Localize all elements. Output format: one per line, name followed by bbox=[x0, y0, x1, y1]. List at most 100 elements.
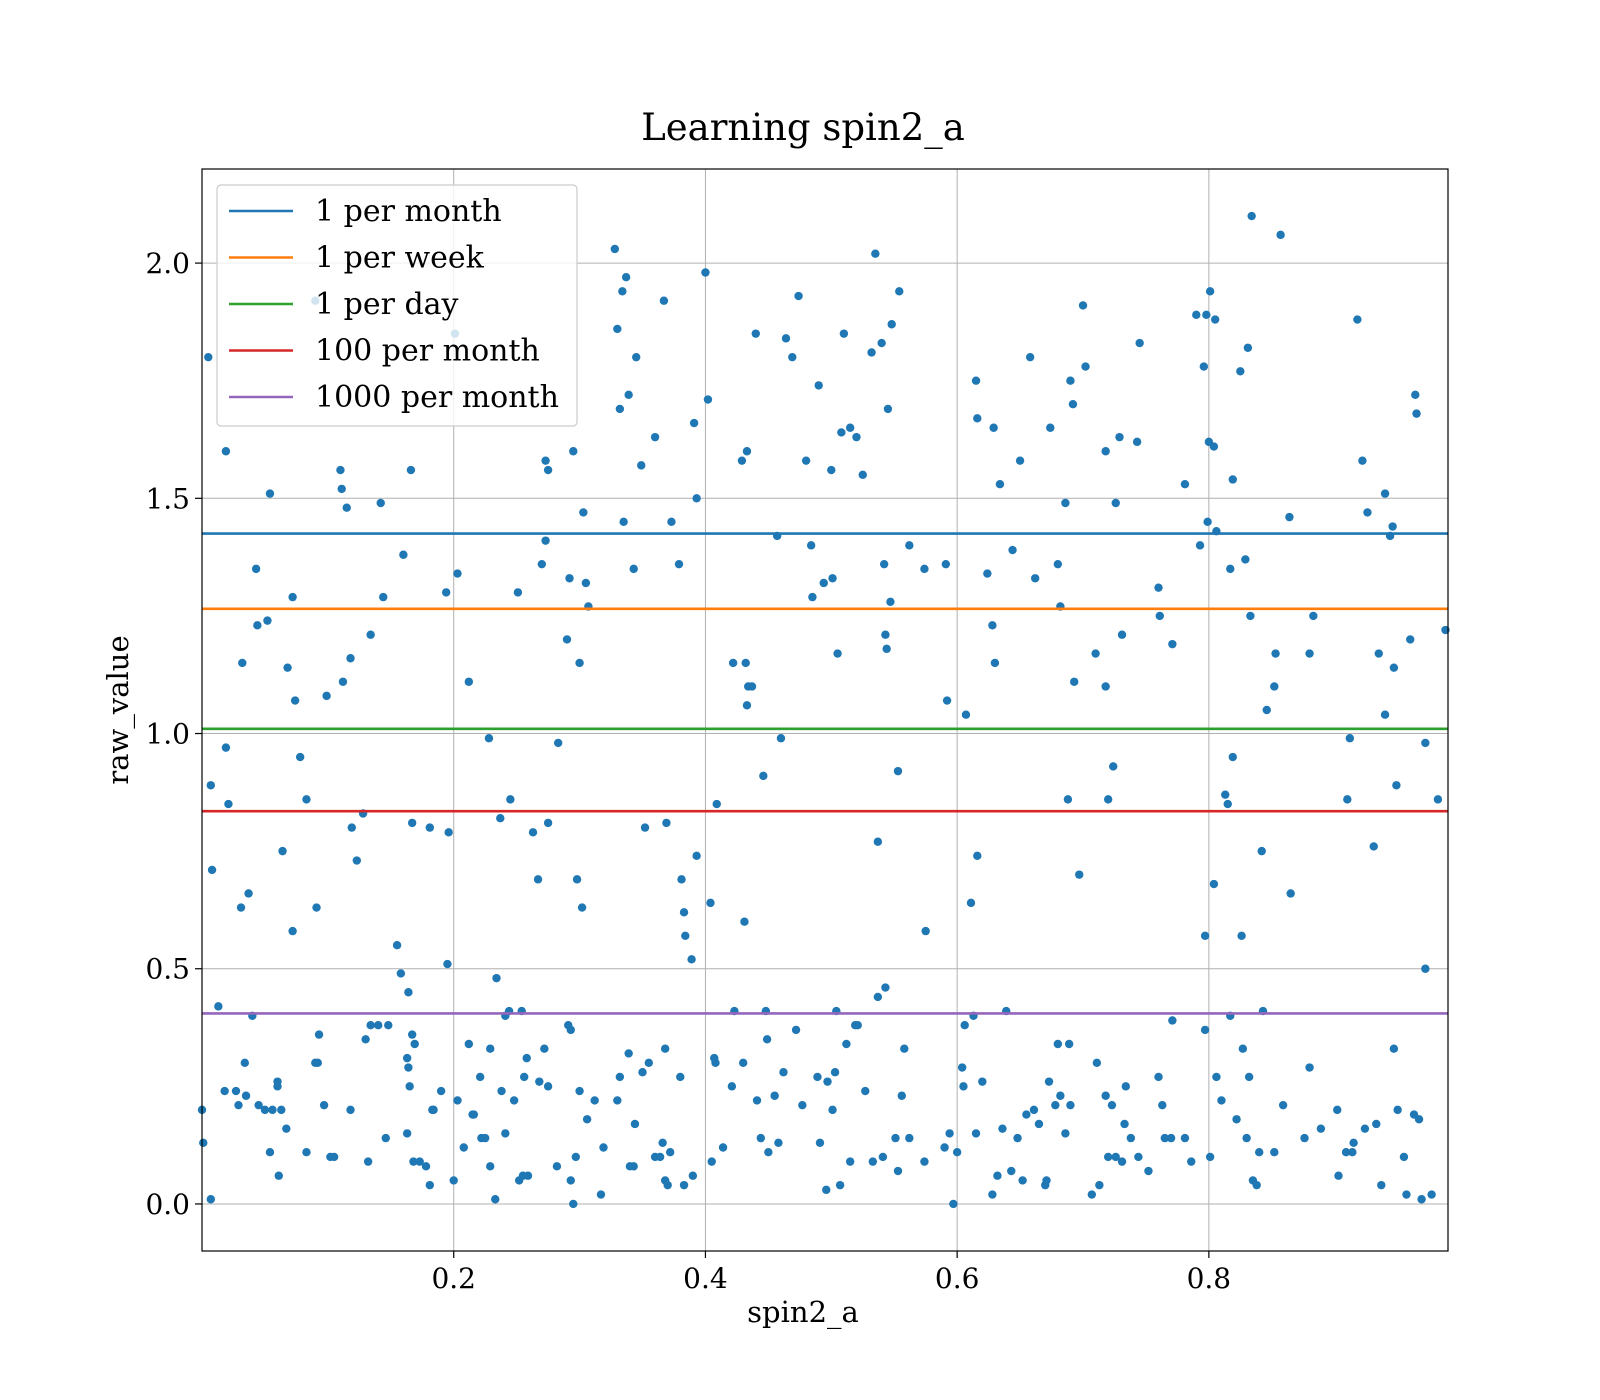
scatter-point bbox=[1427, 1190, 1436, 1199]
scatter-point bbox=[781, 334, 791, 343]
scatter-point bbox=[659, 296, 669, 305]
x-tick-label: 0.4 bbox=[683, 1262, 728, 1295]
scatter-point bbox=[268, 1105, 277, 1115]
scatter-point bbox=[742, 447, 752, 456]
scatter-point bbox=[677, 875, 686, 884]
scatter-point bbox=[582, 1115, 592, 1124]
scatter-point bbox=[881, 630, 890, 639]
scatter-point bbox=[302, 1148, 311, 1157]
scatter-point bbox=[221, 743, 231, 752]
legend-box bbox=[216, 184, 578, 427]
scatter-point bbox=[1202, 310, 1211, 320]
scatter-point bbox=[1205, 287, 1215, 296]
scatter-point bbox=[989, 423, 998, 432]
scatter-point bbox=[533, 875, 543, 884]
scatter-point bbox=[920, 1157, 929, 1166]
scatter-point bbox=[1144, 1166, 1153, 1176]
scatter-point bbox=[738, 1058, 748, 1068]
scatter-point bbox=[302, 795, 311, 804]
scatter-point bbox=[751, 329, 760, 338]
scatter-point bbox=[741, 658, 750, 668]
scatter-point bbox=[238, 658, 247, 668]
scatter-point bbox=[288, 926, 297, 936]
scatter-point bbox=[1389, 1044, 1399, 1053]
scatter-point bbox=[352, 856, 362, 865]
scatter-point bbox=[535, 1077, 544, 1086]
scatter-point bbox=[429, 1105, 438, 1115]
scatter-point bbox=[1402, 1190, 1411, 1199]
scatter-point bbox=[1228, 475, 1237, 484]
scatter-point bbox=[1121, 1082, 1131, 1091]
scatter-point bbox=[552, 1162, 562, 1171]
scatter-point bbox=[1309, 611, 1318, 621]
scatter-point bbox=[921, 926, 930, 936]
scatter-point bbox=[794, 291, 803, 301]
scatter-point bbox=[1066, 1100, 1075, 1110]
scatter-point bbox=[1061, 1129, 1070, 1138]
scatter-point bbox=[905, 1133, 914, 1143]
scatter-point bbox=[1160, 1133, 1170, 1143]
scatter-point bbox=[650, 432, 660, 442]
scatter-point bbox=[265, 489, 275, 498]
scatter-point bbox=[830, 1068, 840, 1077]
scatter-point bbox=[346, 1105, 355, 1115]
scatter-point bbox=[421, 1162, 431, 1171]
scatter-point bbox=[1221, 790, 1230, 799]
scatter-point bbox=[873, 837, 883, 846]
scatter-point bbox=[1030, 574, 1040, 583]
scatter-point bbox=[665, 1148, 675, 1157]
scatter-point bbox=[1101, 1091, 1110, 1100]
scatter-point bbox=[1244, 1072, 1254, 1082]
scatter-point bbox=[1241, 555, 1250, 564]
x-tick-label: 0.8 bbox=[1187, 1262, 1232, 1295]
scatter-point bbox=[1111, 1152, 1120, 1162]
scatter-point bbox=[1353, 315, 1362, 324]
scatter-point bbox=[553, 738, 563, 748]
scatter-point bbox=[905, 541, 914, 550]
scatter-point bbox=[893, 766, 903, 776]
scatter-point bbox=[839, 329, 849, 338]
y-tick-label: 2.0 bbox=[145, 247, 190, 280]
scatter-point bbox=[1066, 376, 1075, 385]
scatter-point bbox=[1305, 1063, 1314, 1072]
scatter-point bbox=[1095, 1180, 1104, 1190]
scatter-point bbox=[629, 564, 638, 574]
scatter-point bbox=[1276, 230, 1285, 240]
scatter-point bbox=[575, 1086, 584, 1096]
scatter-point bbox=[282, 1124, 291, 1133]
scatter-point bbox=[618, 287, 627, 296]
scatter-point bbox=[224, 799, 233, 809]
scatter-point bbox=[207, 865, 217, 875]
scatter-point bbox=[522, 1053, 531, 1063]
scatter-point bbox=[692, 494, 701, 503]
scatter-point bbox=[877, 338, 886, 348]
scatter-point bbox=[1380, 710, 1390, 719]
scatter-point bbox=[253, 621, 262, 630]
scatter-point bbox=[1092, 1058, 1102, 1068]
scatter-point bbox=[718, 1143, 728, 1152]
scatter-point bbox=[347, 823, 356, 832]
scatter-point bbox=[630, 1119, 640, 1129]
scatter-point bbox=[543, 465, 553, 475]
scatter-point bbox=[513, 588, 523, 597]
scatter-point bbox=[808, 592, 817, 602]
scatter-point bbox=[676, 1072, 685, 1082]
scatter-point bbox=[1412, 409, 1421, 418]
scatter-point bbox=[1109, 762, 1118, 771]
scatter-point bbox=[1406, 635, 1415, 644]
scatter-point bbox=[887, 320, 896, 329]
scatter-point bbox=[971, 1129, 981, 1138]
scatter-point bbox=[464, 1039, 474, 1049]
scatter-point bbox=[667, 517, 676, 527]
scatter-point bbox=[1348, 1148, 1357, 1157]
scatter-point bbox=[638, 1068, 647, 1077]
scatter-point bbox=[1226, 564, 1235, 574]
scatter-point bbox=[1180, 479, 1190, 489]
scatter-point bbox=[1103, 795, 1113, 804]
scatter-point bbox=[1200, 931, 1210, 941]
scatter-point bbox=[613, 324, 622, 334]
scatter-point bbox=[779, 1068, 788, 1077]
scatter-point bbox=[1022, 1110, 1031, 1119]
scatter-point bbox=[1305, 649, 1314, 658]
scatter-point bbox=[1154, 1072, 1163, 1082]
